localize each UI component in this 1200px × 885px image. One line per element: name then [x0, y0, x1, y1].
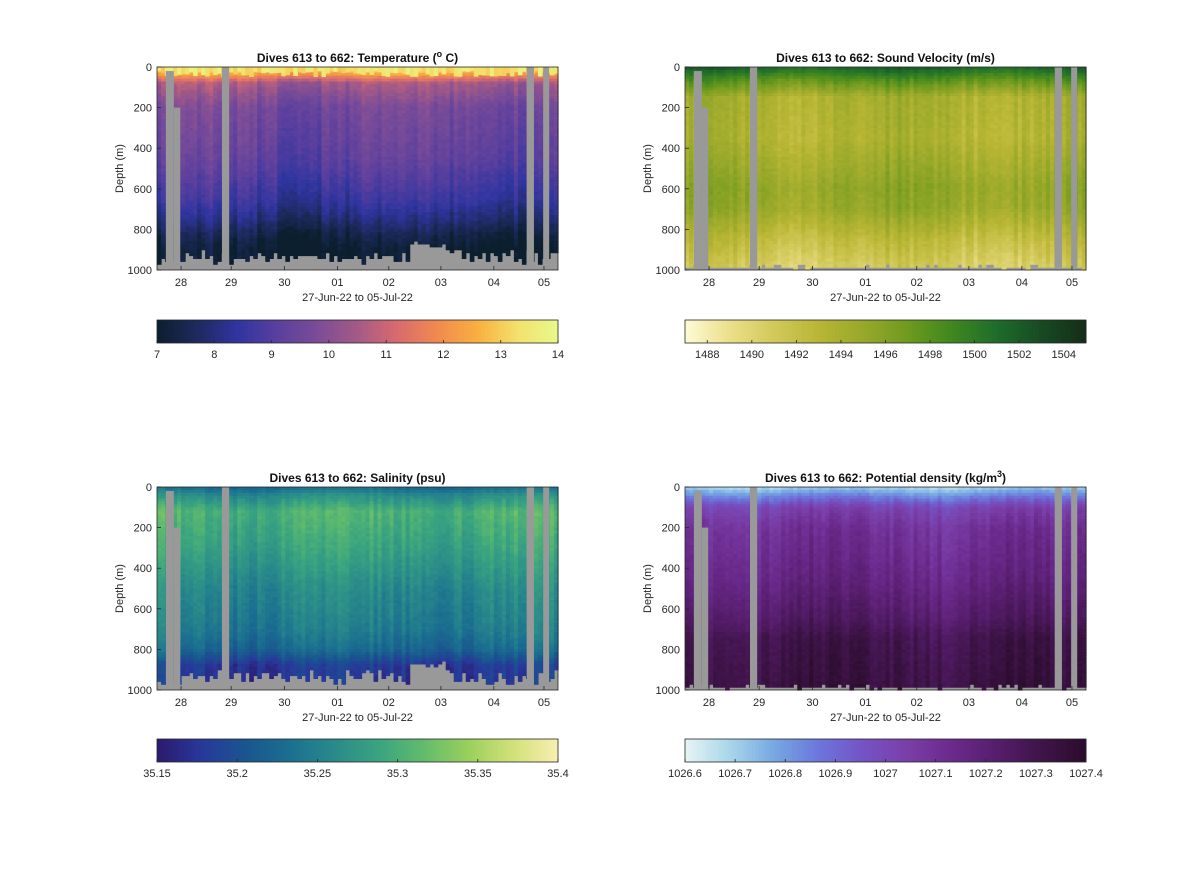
heatmap-cell [205, 256, 210, 260]
heatmap-cell [305, 253, 310, 257]
heatmap-cell [193, 256, 198, 260]
heatmap-cell [426, 241, 431, 245]
heatmap-cell [289, 253, 294, 257]
heatmap-cell [309, 253, 314, 257]
heatmap-cell [382, 253, 387, 257]
heatmap-cell [374, 250, 379, 254]
heatmap-cell [402, 250, 407, 254]
heatmap-cell [157, 261, 162, 265]
heatmap-cell [233, 256, 238, 260]
heatmap-cell [185, 250, 190, 254]
heatmap-cell [201, 247, 206, 251]
heatmap-cell [353, 253, 358, 257]
heatmap-cell [161, 256, 166, 260]
heatmap-cell [313, 253, 318, 257]
heatmap-cell [438, 244, 443, 248]
heatmap-cell [333, 253, 338, 257]
heatmap-cell [394, 258, 399, 262]
heatmap-cell [213, 261, 218, 265]
heatmap-cell [454, 247, 459, 251]
heatmap-cell [366, 253, 371, 257]
heatmap-cell [217, 258, 222, 262]
heatmap-cell [273, 250, 278, 254]
heatmap-cell [265, 258, 270, 262]
heatmap-cells [157, 67, 559, 265]
heatmap-cell [398, 258, 403, 262]
heatmap-cell [257, 250, 262, 254]
heatmap-cell [209, 253, 214, 257]
heatmap-cell [293, 256, 298, 260]
heatmap-cell [345, 256, 350, 260]
heatmap-cell [269, 256, 274, 260]
heatmap-cell [237, 256, 242, 260]
heatmap-cell [321, 256, 326, 260]
heatmap-cell [301, 253, 306, 257]
heatmap-cell [241, 256, 246, 260]
heatmap-cell [285, 258, 290, 262]
heatmap-cell [386, 253, 391, 257]
heatmap-cell [358, 256, 363, 260]
heatmap-cell [329, 258, 334, 262]
heatmap-cell [450, 250, 455, 254]
heatmap-cell [277, 256, 282, 260]
heatmap-cell [197, 256, 202, 260]
heatmap-cell [406, 258, 411, 262]
heatmap-cell [261, 253, 266, 257]
heatmap-cell [341, 256, 346, 260]
heatmap-cell [410, 241, 415, 245]
heatmap-cell [297, 253, 302, 257]
heatmap-cell [337, 258, 342, 262]
heatmap-cell [362, 261, 367, 265]
heatmap-cell [317, 256, 322, 260]
heatmap-cell [422, 241, 427, 245]
heatmap-cell [418, 241, 423, 245]
heatmap-cell [446, 247, 451, 251]
heatmap-cell [325, 250, 330, 254]
heatmap-cell [434, 244, 439, 248]
heatmap-cell [370, 256, 375, 260]
heatmap-cell [249, 253, 254, 257]
heatmap-cell [253, 256, 258, 260]
heatmap-cell [390, 253, 395, 257]
heatmap-cell [349, 256, 354, 260]
heatmap-cell [458, 247, 463, 251]
heatmap-cell [414, 238, 419, 242]
heatmap-cell [229, 261, 234, 265]
heatmap-cell [189, 253, 194, 257]
heatmap-cell [442, 241, 447, 245]
heatmap-cell [181, 258, 186, 262]
heatmap-cell [245, 258, 250, 262]
heatmap-cell [378, 256, 383, 260]
heatmap-cell [281, 253, 286, 257]
heatmap-cell [430, 244, 435, 248]
